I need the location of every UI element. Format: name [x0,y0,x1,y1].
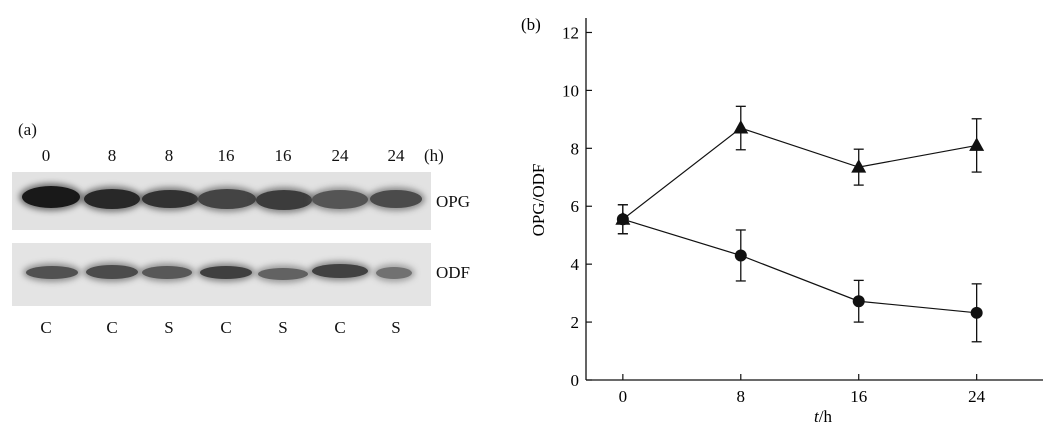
time-unit-label: (h) [424,146,444,165]
blot-panel: (a) 0 8 8 16 16 24 24 (h) OPG ODF C C S … [0,0,470,434]
x-tick-label: 24 [968,387,986,406]
odf-band [312,264,368,278]
y-tick-label: 10 [562,81,579,100]
lane-time-label: 16 [274,146,292,165]
data-point-triangle [733,120,749,134]
condition-label: C [40,318,52,337]
lane-time-label: 16 [217,146,235,165]
x-tick-label: 0 [619,387,628,406]
odf-band [258,268,308,280]
y-axis-label: OPG/ODF [529,164,548,237]
y-tick-label: 0 [571,371,580,390]
condition-label: S [164,318,174,337]
odf-blot-strip [12,243,431,306]
condition-label: C [106,318,118,337]
opg-band [22,186,80,208]
opg-label: OPG [436,192,471,211]
data-point-circle [970,306,983,319]
lane-time-label: 24 [331,146,349,165]
panel-a-label: (a) [18,120,37,139]
x-axis-ticks: 0 8 16 24 [619,374,986,406]
opg-band [370,190,422,208]
series-layer [615,105,985,343]
odf-band [376,267,412,279]
lane-time-label: 0 [41,146,51,165]
opg-band [142,190,198,208]
data-point-triangle [969,137,985,151]
y-tick-label: 4 [571,255,580,274]
opg-band [84,189,140,209]
condition-label: C [220,318,232,337]
condition-label: C [334,318,346,337]
series-line-circle [622,218,977,314]
data-point-circle [616,213,629,226]
y-tick-label: 8 [571,139,580,158]
odf-band [200,266,252,279]
data-point-triangle [851,159,867,173]
panel-b-label: (b) [521,15,541,34]
lane-time-label: 8 [164,146,174,165]
opg-band [312,190,368,209]
odf-band [86,265,138,279]
condition-label: S [278,318,288,337]
x-axis-label-variable: t [814,407,820,426]
odf-label: ODF [436,263,471,282]
y-axis-ticks: 0 2 4 6 8 10 12 [562,23,592,390]
x-axis-label: t/h [814,407,832,426]
y-tick-label: 12 [562,23,579,42]
series-line-triangle [622,127,977,220]
condition-label: S [391,318,401,337]
lane-time-label: 8 [107,146,117,165]
lane-time-label: 24 [387,146,405,165]
opg-band [256,190,312,210]
x-axis-label-unit: /h [819,407,833,426]
opg-band [198,189,256,209]
odf-band [26,266,78,279]
opg-blot-strip [12,172,431,230]
y-tick-label: 6 [571,197,580,216]
data-point-circle [734,249,747,262]
data-point-circle [852,295,865,308]
odf-band [142,266,192,279]
x-tick-label: 16 [850,387,867,406]
y-tick-label: 2 [571,313,580,332]
x-tick-label: 8 [737,387,746,406]
